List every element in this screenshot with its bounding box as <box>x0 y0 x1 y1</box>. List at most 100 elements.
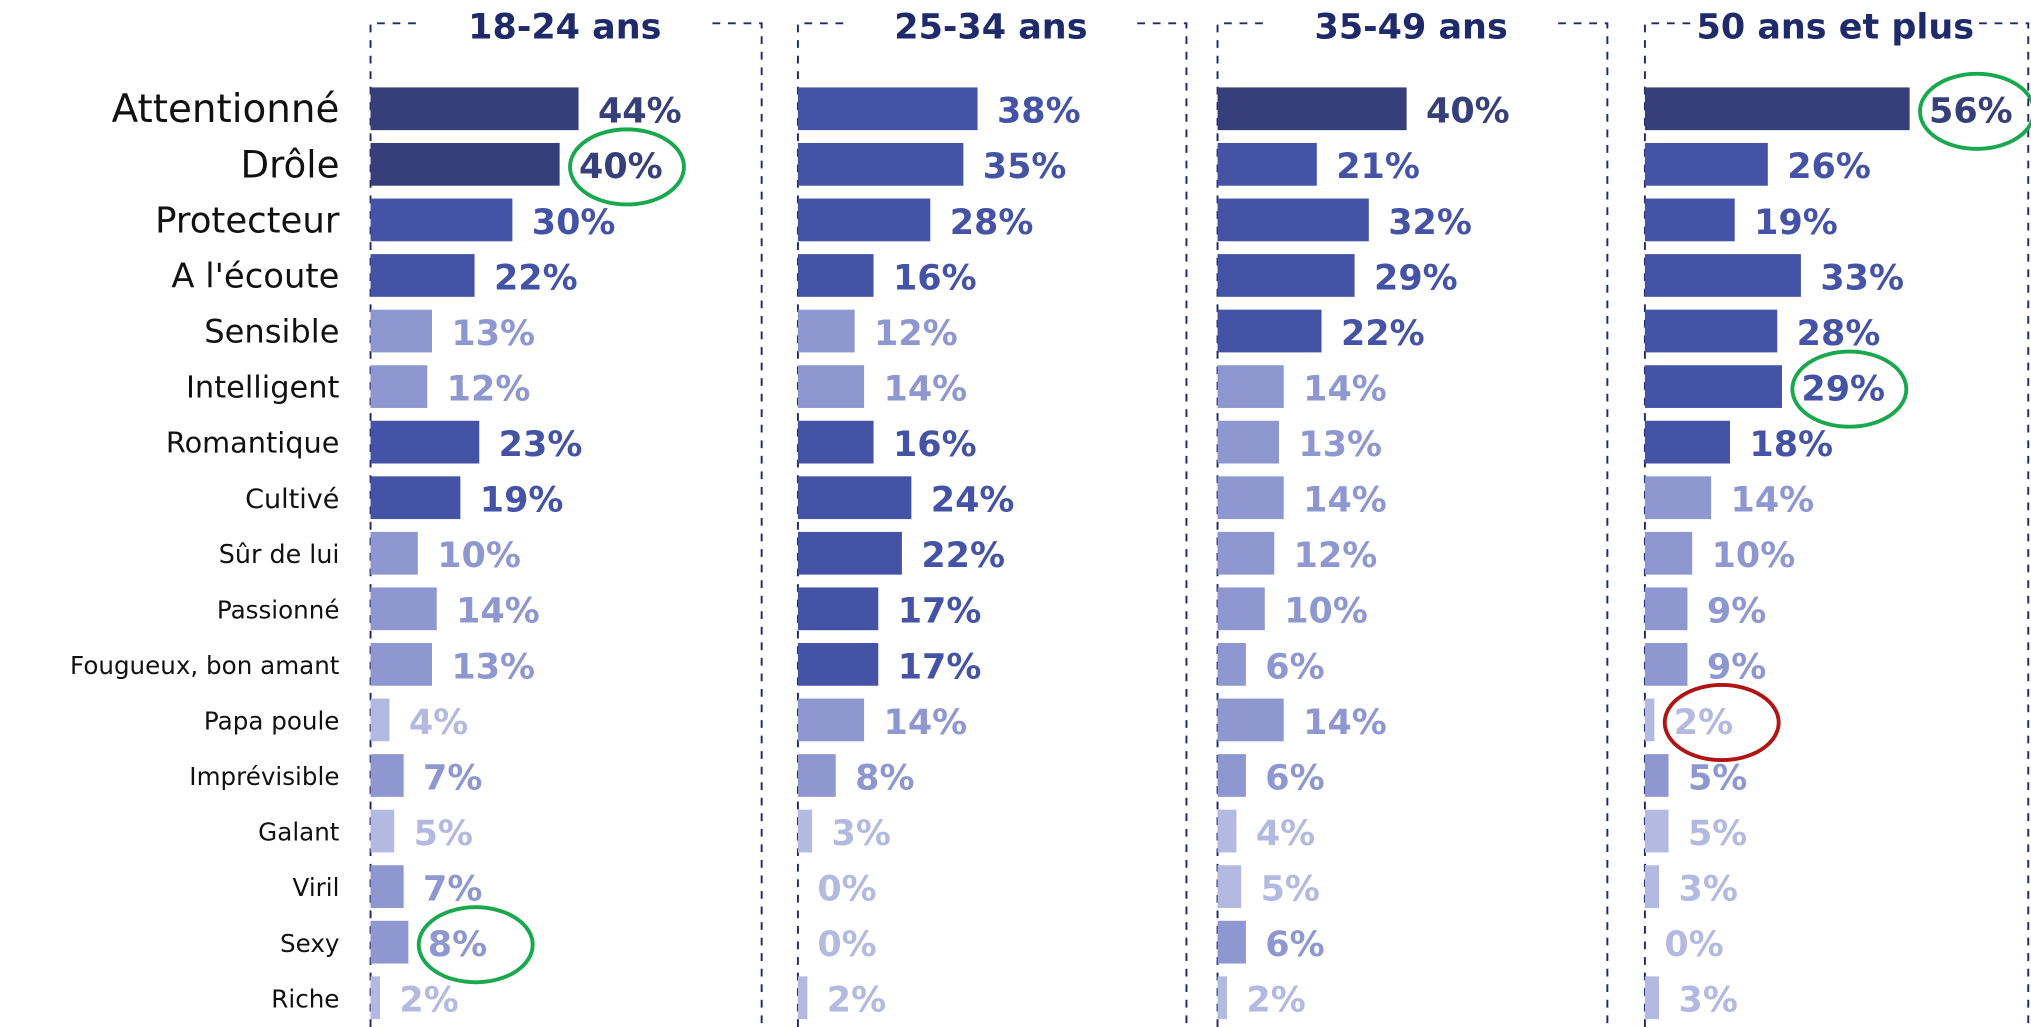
category-label: Attentionné <box>112 87 340 132</box>
bar <box>1217 754 1246 797</box>
bar <box>370 920 409 964</box>
bar <box>370 420 480 464</box>
category-label: Viril <box>293 873 340 902</box>
bar <box>1217 87 1407 131</box>
bar <box>370 643 433 686</box>
bar <box>797 476 912 520</box>
value-label: 19% <box>1754 203 1838 243</box>
category-label: Cultivé <box>245 484 339 515</box>
bar <box>797 698 865 742</box>
bar <box>1644 420 1730 464</box>
value-label: 7% <box>423 869 482 909</box>
bar <box>1217 809 1237 853</box>
value-label: 2% <box>399 981 458 1021</box>
value-label: 33% <box>1820 258 1904 298</box>
bar <box>1644 476 1712 520</box>
bar <box>797 254 874 297</box>
panel-title: 25-34 ans <box>894 7 1087 47</box>
category-label: Passionné <box>217 595 340 624</box>
value-label: 26% <box>1787 147 1871 187</box>
bar <box>370 142 560 186</box>
bar <box>1217 698 1284 742</box>
category-label: Sexy <box>280 929 339 958</box>
panel-frame <box>1643 22 2030 1027</box>
value-label: 14% <box>1303 703 1387 743</box>
value-label: 5% <box>1688 814 1747 854</box>
value-label: 3% <box>1679 869 1738 909</box>
value-label: 2% <box>1246 981 1305 1021</box>
panel-frame <box>1216 22 1609 1027</box>
bar <box>797 420 874 464</box>
value-label: 17% <box>898 647 982 687</box>
value-label: 21% <box>1336 147 1420 187</box>
value-label: 12% <box>447 369 531 409</box>
bar <box>1217 865 1242 908</box>
value-label: 5% <box>414 814 473 854</box>
bar <box>1217 587 1265 631</box>
bar <box>370 87 579 131</box>
category-label: Protecteur <box>155 200 340 241</box>
category-label: Imprévisible <box>189 762 339 791</box>
bar <box>797 754 836 797</box>
value-label: 0% <box>817 869 876 909</box>
value-label: 8% <box>855 758 914 798</box>
value-label: 40% <box>579 147 663 187</box>
value-label: 0% <box>817 925 876 965</box>
value-label: 4% <box>409 703 468 743</box>
value-label: 30% <box>532 203 616 243</box>
highlight-circle <box>1918 71 2031 151</box>
category-label: Romantique <box>166 426 340 460</box>
value-label: 23% <box>499 425 583 465</box>
bar <box>1644 976 1660 1020</box>
bar <box>370 865 404 908</box>
category-label: A l'écoute <box>171 257 339 296</box>
bar <box>1217 920 1246 964</box>
panel-title: 35-49 ans <box>1315 7 1508 47</box>
value-label: 2% <box>827 981 886 1021</box>
value-label: 32% <box>1388 203 1472 243</box>
bar <box>1217 643 1246 686</box>
value-label: 35% <box>983 147 1067 187</box>
highlight-circle <box>1662 683 1781 763</box>
value-label: 6% <box>1265 758 1324 798</box>
value-label: 14% <box>884 703 968 743</box>
value-label: 3% <box>1679 981 1738 1021</box>
bar <box>797 809 813 853</box>
bar <box>797 365 865 408</box>
value-label: 24% <box>931 481 1015 521</box>
value-label: 44% <box>598 92 682 132</box>
bar <box>797 643 879 686</box>
bar <box>370 254 475 297</box>
bar <box>1217 142 1317 186</box>
value-label: 13% <box>451 647 535 687</box>
bar <box>1644 309 1778 353</box>
bar <box>1644 698 1655 742</box>
value-label: 13% <box>451 314 535 354</box>
panel-frame <box>369 22 763 1027</box>
panel-frame <box>796 22 1188 1027</box>
value-label: 22% <box>494 258 578 298</box>
value-label: 14% <box>1731 481 1815 521</box>
bar <box>797 309 855 353</box>
value-label: 0% <box>1664 925 1723 965</box>
value-label: 8% <box>428 925 487 965</box>
bar <box>370 754 404 797</box>
value-label: 14% <box>1303 369 1387 409</box>
category-label: Intelligent <box>186 371 340 406</box>
highlight-circle <box>1790 349 1909 429</box>
bar <box>1644 531 1693 575</box>
bar <box>1217 309 1322 353</box>
bar <box>370 587 437 631</box>
value-label: 10% <box>437 536 521 576</box>
value-label: 6% <box>1265 647 1324 687</box>
value-label: 2% <box>1674 703 1733 743</box>
bar <box>1217 254 1355 297</box>
highlight-circle <box>416 905 535 985</box>
bar <box>797 587 879 631</box>
bar <box>1644 198 1735 242</box>
bar <box>370 365 428 408</box>
bar <box>1644 865 1660 908</box>
bar <box>797 87 978 131</box>
bar <box>370 309 433 353</box>
